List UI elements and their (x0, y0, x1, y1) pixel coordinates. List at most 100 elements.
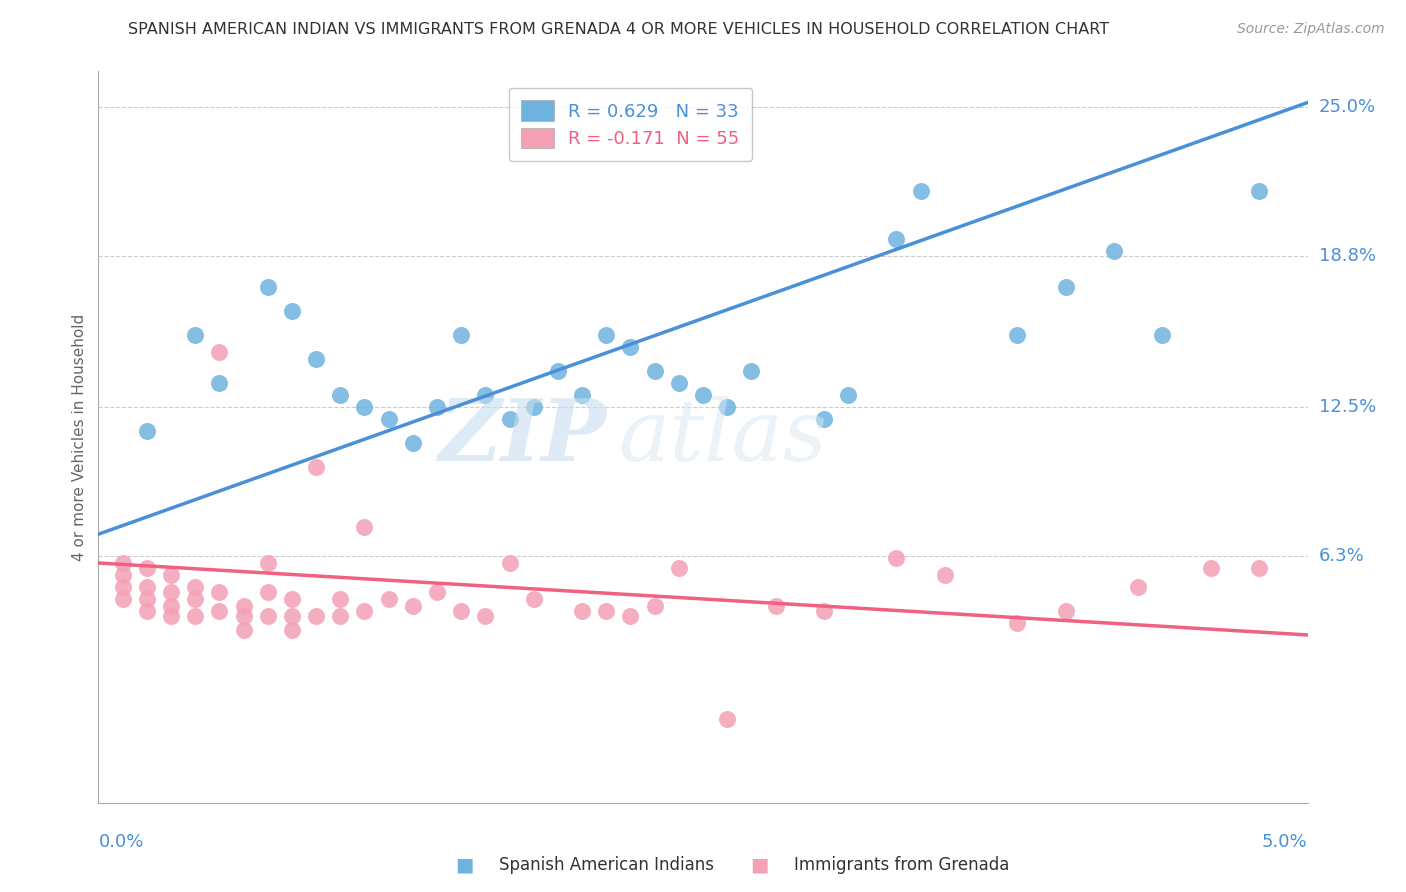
Y-axis label: 4 or more Vehicles in Household: 4 or more Vehicles in Household (72, 313, 87, 561)
Point (644, 364, 666, 378)
Point (474, 608, 496, 623)
Point (135, 580, 157, 594)
Point (402, 436, 425, 450)
Point (910, 184, 932, 198)
Point (111, 591, 134, 606)
Point (135, 591, 157, 606)
Point (208, 584, 231, 599)
Point (523, 400, 546, 414)
Point (765, 599, 787, 614)
Point (377, 412, 399, 426)
Point (934, 568, 956, 582)
Point (450, 328, 472, 343)
Point (716, 712, 738, 726)
Point (305, 352, 328, 367)
Point (256, 280, 278, 294)
Point (1199, 561, 1222, 575)
Point (450, 604, 472, 618)
Point (1152, 328, 1174, 343)
Text: Source: ZipAtlas.com: Source: ZipAtlas.com (1237, 22, 1385, 37)
Point (353, 604, 375, 618)
Text: SPANISH AMERICAN INDIAN VS IMMIGRANTS FROM GRENADA 4 OR MORE VEHICLES IN HOUSEHO: SPANISH AMERICAN INDIAN VS IMMIGRANTS FR… (128, 22, 1109, 37)
Point (1102, 244, 1125, 259)
Point (111, 556, 134, 570)
Point (571, 388, 593, 402)
Point (135, 604, 157, 618)
Point (498, 556, 520, 570)
Point (135, 561, 157, 575)
Point (281, 591, 304, 606)
Point (402, 599, 425, 614)
Point (281, 608, 304, 623)
Point (111, 568, 134, 582)
Point (813, 604, 835, 618)
Point (692, 388, 714, 402)
Point (232, 623, 254, 637)
Point (232, 599, 254, 614)
Point (668, 376, 690, 391)
Text: 12.5%: 12.5% (1319, 398, 1376, 416)
Point (184, 580, 207, 594)
Point (232, 608, 254, 623)
Point (619, 340, 641, 354)
Point (208, 345, 231, 359)
Point (644, 599, 666, 614)
Point (184, 591, 207, 606)
Point (523, 591, 546, 606)
Legend: R = 0.629   N = 33, R = -0.171  N = 55: R = 0.629 N = 33, R = -0.171 N = 55 (509, 87, 752, 161)
Point (813, 412, 835, 426)
Text: ■: ■ (749, 855, 769, 875)
Text: ZIP: ZIP (439, 395, 606, 479)
Point (498, 412, 520, 426)
Point (377, 591, 399, 606)
Point (160, 599, 183, 614)
Point (160, 584, 183, 599)
Point (668, 561, 690, 575)
Point (474, 388, 496, 402)
Point (329, 591, 352, 606)
Text: atlas: atlas (619, 396, 828, 478)
Text: 6.3%: 6.3% (1319, 547, 1364, 565)
Point (426, 400, 449, 414)
Text: Spanish American Indians: Spanish American Indians (499, 856, 714, 874)
Point (837, 388, 859, 402)
Point (595, 604, 617, 618)
Point (281, 304, 304, 318)
Point (1054, 280, 1077, 294)
Point (184, 608, 207, 623)
Point (329, 388, 352, 402)
Point (547, 364, 569, 378)
Point (619, 608, 641, 623)
Point (1007, 615, 1029, 630)
Point (160, 608, 183, 623)
Point (160, 568, 183, 582)
Point (571, 604, 593, 618)
Text: 5.0%: 5.0% (1263, 833, 1308, 851)
Point (305, 460, 328, 475)
Point (1054, 604, 1077, 618)
Point (305, 608, 328, 623)
Point (595, 328, 617, 343)
Point (1007, 328, 1029, 343)
Point (111, 580, 134, 594)
Point (1249, 561, 1271, 575)
Text: Immigrants from Grenada: Immigrants from Grenada (794, 856, 1010, 874)
Point (716, 400, 738, 414)
Point (208, 376, 231, 391)
Point (353, 520, 375, 534)
Text: 0.0%: 0.0% (98, 833, 143, 851)
Point (256, 608, 278, 623)
Point (256, 556, 278, 570)
Text: 18.8%: 18.8% (1319, 247, 1375, 265)
Text: ■: ■ (454, 855, 474, 875)
Text: 25.0%: 25.0% (1319, 98, 1376, 116)
Point (281, 623, 304, 637)
Point (208, 604, 231, 618)
Point (135, 424, 157, 438)
Point (886, 232, 908, 246)
Point (426, 584, 449, 599)
Point (184, 328, 207, 343)
Point (329, 608, 352, 623)
Point (353, 400, 375, 414)
Point (1249, 184, 1271, 198)
